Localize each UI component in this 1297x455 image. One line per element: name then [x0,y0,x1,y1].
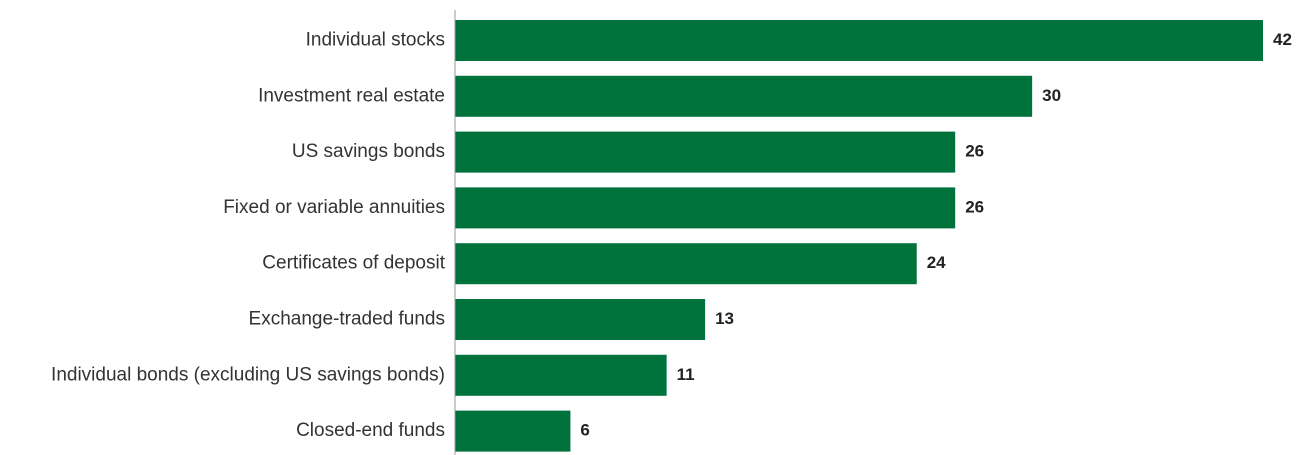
category-label: Investment real estate [258,85,445,106]
category-label: Certificates of deposit [262,253,445,274]
value-label: 24 [927,253,946,272]
bar [455,187,956,229]
category-label: US savings bonds [292,141,445,162]
value-label: 13 [715,309,734,328]
category-label: Individual stocks [306,30,445,51]
category-label: Exchange-traded funds [249,309,445,330]
bar [455,131,956,173]
bar [455,75,1033,117]
bar [455,354,667,396]
value-label: 11 [677,365,695,384]
value-label: 6 [580,421,589,440]
bar [455,20,1263,61]
category-label: Fixed or variable annuities [223,197,445,218]
value-label: 26 [965,197,984,216]
bar [455,243,917,285]
category-label: Closed-end funds [296,420,445,441]
category-labels-group: Individual stocks Investment real estate U… [51,30,446,442]
category-label: Individual bonds (excluding US savings b… [51,364,445,385]
bar [455,299,706,340]
value-label: 26 [965,142,984,161]
value-labels-group: 42 30 26 26 24 13 11 6 [580,30,1291,440]
bar [455,410,571,452]
value-label: 42 [1273,30,1292,49]
value-label: 30 [1042,86,1061,105]
bars-group [455,20,1263,452]
